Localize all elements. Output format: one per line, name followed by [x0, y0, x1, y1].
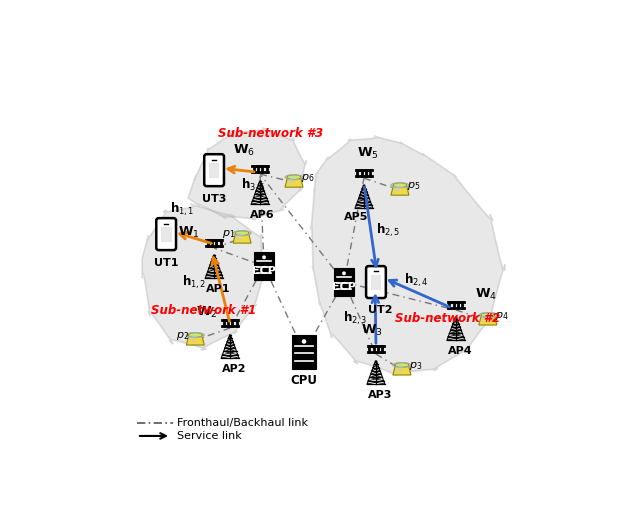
Text: Sub-network #3: Sub-network #3 [218, 127, 323, 140]
FancyBboxPatch shape [292, 335, 316, 370]
Text: AP3: AP3 [368, 390, 392, 400]
Text: $\mathbf{W}_4$: $\mathbf{W}_4$ [475, 288, 497, 303]
Text: $p_3$: $p_3$ [409, 360, 422, 372]
Text: AP4: AP4 [447, 346, 472, 356]
Polygon shape [391, 185, 409, 195]
Ellipse shape [287, 175, 301, 180]
Text: AP1: AP1 [206, 284, 230, 294]
Circle shape [301, 339, 307, 344]
Ellipse shape [235, 231, 249, 236]
Text: $\mathbf{W}_3$: $\mathbf{W}_3$ [361, 323, 383, 338]
Polygon shape [233, 233, 251, 243]
Text: Service link: Service link [177, 431, 242, 441]
FancyBboxPatch shape [209, 163, 220, 179]
Ellipse shape [481, 313, 495, 317]
Text: ECP: ECP [332, 282, 356, 292]
Text: $p_1$: $p_1$ [221, 228, 235, 240]
Ellipse shape [236, 233, 242, 241]
Text: UT3: UT3 [202, 194, 227, 204]
Polygon shape [186, 335, 204, 345]
Text: $p_2$: $p_2$ [176, 330, 189, 342]
Text: $\mathbf{h}_{1,2}$: $\mathbf{h}_{1,2}$ [182, 274, 206, 291]
Text: ECP: ECP [252, 266, 276, 276]
FancyBboxPatch shape [204, 154, 224, 186]
Text: $\mathbf{h}_{3,6}$: $\mathbf{h}_{3,6}$ [241, 176, 266, 194]
Text: $\mathbf{W}_2$: $\mathbf{W}_2$ [196, 305, 218, 320]
Text: $\mathbf{h}_{1,1}$: $\mathbf{h}_{1,1}$ [170, 201, 195, 218]
Text: $\mathbf{h}_{2,5}$: $\mathbf{h}_{2,5}$ [376, 222, 401, 239]
Circle shape [342, 271, 346, 275]
FancyBboxPatch shape [161, 227, 172, 242]
Polygon shape [285, 177, 303, 187]
Circle shape [262, 255, 266, 259]
PathPatch shape [142, 204, 266, 350]
Text: $\mathbf{h}_{2,3}$: $\mathbf{h}_{2,3}$ [344, 309, 368, 327]
Text: $p_4$: $p_4$ [495, 310, 509, 322]
Polygon shape [393, 365, 411, 375]
FancyBboxPatch shape [254, 252, 274, 280]
Ellipse shape [394, 185, 400, 193]
PathPatch shape [142, 204, 266, 350]
PathPatch shape [311, 136, 505, 375]
Text: $\mathbf{W}_6$: $\mathbf{W}_6$ [233, 143, 255, 158]
Text: Sub-network #2: Sub-network #2 [395, 311, 500, 324]
FancyBboxPatch shape [334, 268, 354, 296]
Text: UT1: UT1 [154, 258, 179, 268]
Text: AP5: AP5 [344, 212, 368, 222]
Polygon shape [479, 315, 497, 325]
Text: UT2: UT2 [368, 305, 392, 315]
Text: $p_5$: $p_5$ [407, 180, 420, 192]
Text: Fronthaul/Backhaul link: Fronthaul/Backhaul link [177, 418, 308, 428]
Text: $p_6$: $p_6$ [301, 172, 315, 184]
Ellipse shape [288, 176, 294, 185]
PathPatch shape [188, 128, 307, 220]
PathPatch shape [188, 128, 307, 220]
PathPatch shape [311, 136, 505, 375]
FancyBboxPatch shape [366, 266, 386, 298]
Ellipse shape [188, 333, 202, 337]
Text: Sub-network #1: Sub-network #1 [152, 304, 257, 317]
FancyBboxPatch shape [371, 275, 381, 290]
Ellipse shape [395, 363, 409, 367]
Text: CPU: CPU [291, 374, 317, 387]
FancyBboxPatch shape [156, 218, 176, 250]
Ellipse shape [393, 183, 407, 187]
Text: AP2: AP2 [222, 364, 246, 374]
Ellipse shape [396, 364, 402, 373]
Ellipse shape [189, 335, 195, 343]
Text: AP6: AP6 [250, 210, 275, 220]
Text: $\mathbf{W}_1$: $\mathbf{W}_1$ [179, 225, 200, 240]
Text: $\mathbf{h}_{2,4}$: $\mathbf{h}_{2,4}$ [404, 271, 428, 289]
Ellipse shape [482, 315, 488, 322]
Text: $\mathbf{W}_5$: $\mathbf{W}_5$ [357, 146, 379, 161]
